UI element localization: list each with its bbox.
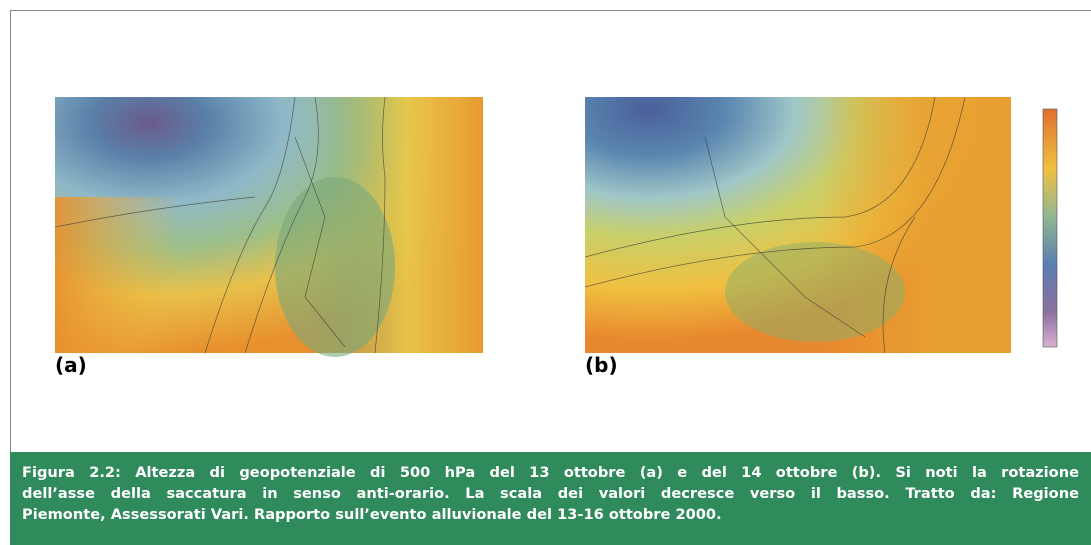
panel-label: (b) (585, 353, 618, 377)
map-a: (a) (55, 97, 485, 379)
panel-label: (a) (55, 353, 87, 377)
page: (a) (b) Figura 2.2: Altezza di geopotenz… (0, 0, 1091, 545)
map-b: (b) (585, 97, 1075, 379)
caption: Figura 2.2: Altezza di geopotenziale di … (10, 452, 1091, 545)
caption-line: dell’asse della saccatura in senso anti-… (22, 483, 1079, 504)
caption-line: Piemonte, Assessorati Vari. Rapporto sul… (22, 504, 1079, 525)
caption-line: Figura 2.2: Altezza di geopotenziale di … (22, 462, 1079, 483)
